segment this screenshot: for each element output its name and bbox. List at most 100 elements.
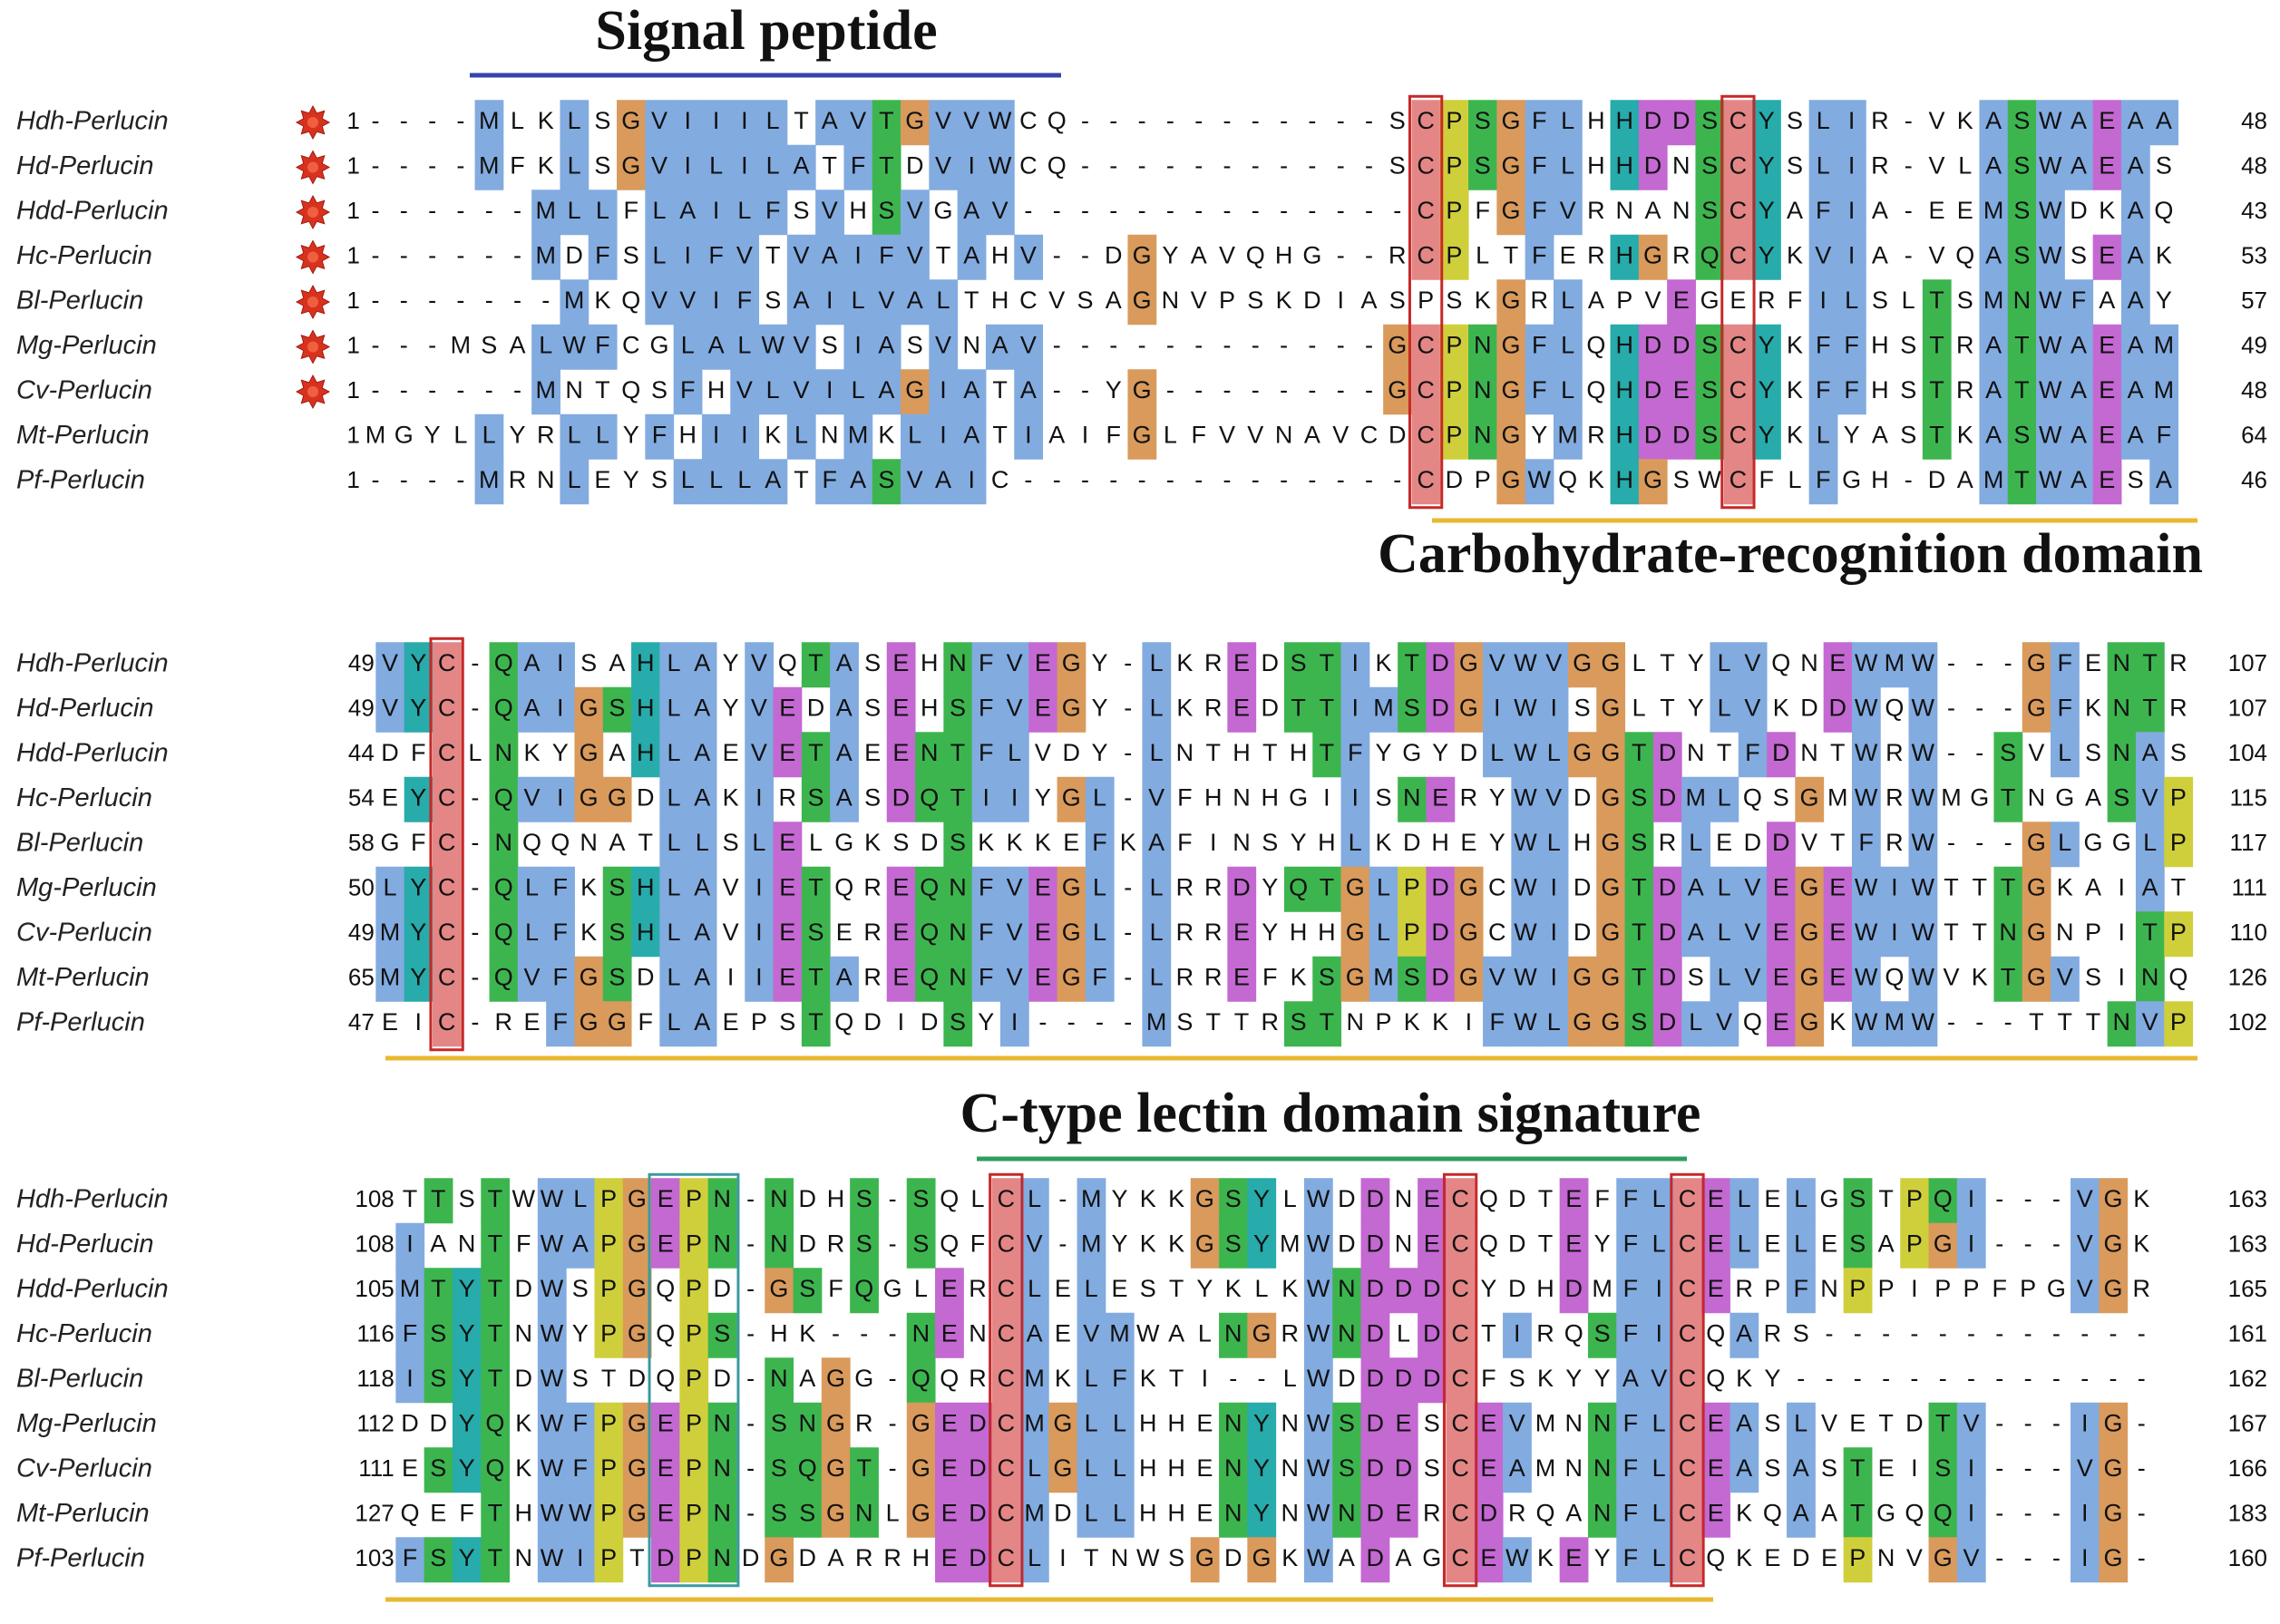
residue-highlight (537, 1402, 567, 1448)
residue-highlight (991, 1537, 1021, 1583)
residue-highlight (1900, 1178, 1930, 1224)
residue-highlight (1446, 1492, 1476, 1538)
residue-highlight (424, 1312, 453, 1358)
residue-highlight (1219, 1492, 1248, 1538)
residue-highlight (1667, 413, 1696, 460)
residue-highlight (602, 956, 632, 1002)
residue-highlight (1723, 324, 1753, 370)
residue-highlight (622, 1492, 652, 1538)
residue-highlight (929, 324, 959, 370)
residue-highlight (2036, 369, 2065, 415)
residue-highlight (1851, 642, 1881, 688)
residue-highlight (1340, 732, 1370, 778)
residue-highlight (1900, 1222, 1930, 1269)
residue-highlight (1127, 234, 1157, 280)
residue-highlight (1360, 1537, 1390, 1583)
residue-highlight (1019, 1492, 1049, 1538)
sequence: ------MDFSLIFVTVAIFVTAHV--DGYAVQHG--RCPL… (372, 242, 2172, 269)
residue-highlight (850, 1222, 879, 1269)
residue-highlight (1303, 1222, 1333, 1269)
residue-highlight (1283, 866, 1313, 912)
start-position: 1 (346, 331, 359, 358)
residue-highlight (1729, 1447, 1759, 1493)
residue-highlight (1672, 1268, 1702, 1314)
residue-highlight (1503, 1447, 1532, 1493)
residue-highlight (707, 1402, 737, 1448)
residue-highlight (957, 100, 987, 146)
residue-highlight (985, 144, 1015, 190)
residue-highlight (1553, 324, 1583, 370)
residue-highlight (1644, 1357, 1674, 1404)
start-position: 1 (346, 107, 359, 134)
residue-highlight (645, 234, 675, 280)
residue-highlight (1398, 911, 1427, 958)
end-position: 167 (2228, 1409, 2267, 1436)
end-position: 160 (2228, 1544, 2267, 1571)
residue-highlight (622, 1268, 652, 1314)
residue-highlight (687, 911, 717, 958)
residue-highlight (481, 1402, 511, 1448)
residue-highlight (1723, 190, 1753, 236)
sequence: MYC-QLFKSHLAVIESEREQNFVEGL-LRREYHHGLPDGC… (380, 919, 2187, 946)
residue-highlight (1979, 144, 2009, 190)
residue-highlight (1993, 956, 2023, 1002)
residue-highlight (1411, 100, 1441, 146)
residue-highlight (1956, 1402, 1986, 1448)
start-position: 103 (355, 1544, 394, 1571)
residue-highlight (1439, 144, 1469, 190)
residue-highlight (594, 1537, 624, 1583)
residue-highlight (1360, 1492, 1390, 1538)
residue-highlight (1701, 1492, 1730, 1538)
residue-highlight (765, 1402, 794, 1448)
residue-highlight (929, 459, 959, 505)
residue-highlight (1837, 234, 1866, 280)
residue-highlight (452, 1402, 482, 1448)
residue-highlight (1880, 642, 1910, 688)
residue-highlight (424, 1178, 453, 1224)
residue-highlight (901, 413, 930, 460)
residue-highlight (730, 369, 760, 415)
residue-highlight (1303, 1357, 1333, 1404)
residue-highlight (1019, 1447, 1049, 1493)
marker-star-center (307, 341, 318, 353)
residue-highlight (971, 732, 1001, 778)
residue-highlight (2007, 413, 2037, 460)
residue-highlight (1837, 144, 1866, 190)
residue-highlight (1454, 911, 1484, 958)
cysteine-box (1670, 1172, 1705, 1588)
residue-highlight (1928, 1402, 1958, 1448)
residue-highlight (999, 956, 1029, 1002)
residue-highlight (1752, 413, 1781, 460)
residue-highlight (929, 144, 959, 190)
residue-highlight (971, 911, 1001, 958)
residue-highlight (1525, 190, 1554, 236)
start-position: 50 (348, 873, 375, 900)
residue-highlight (452, 1537, 482, 1583)
residue-highlight (1411, 459, 1441, 505)
residue-highlight (432, 776, 462, 822)
residue-highlight (991, 1357, 1021, 1404)
residue-highlight (1587, 1402, 1617, 1448)
residue-highlight (2135, 686, 2165, 733)
residue-highlight (1710, 642, 1739, 688)
residue-highlight (1388, 1402, 1418, 1448)
residue-highlight (602, 686, 632, 733)
residue-highlight (1553, 190, 1583, 236)
start-position: 1 (346, 421, 359, 448)
residue-highlight (1057, 776, 1086, 822)
residue-highlight (1227, 686, 1257, 733)
start-position: 108 (355, 1230, 394, 1257)
residue-highlight (929, 279, 959, 326)
residue-highlight (560, 413, 589, 460)
residue-highlight (2099, 1268, 2129, 1314)
residue-highlight (1752, 100, 1781, 146)
residue-highlight (1426, 776, 1456, 822)
residue-highlight (1567, 732, 1597, 778)
sequence: EYC-QVIGGDLAKIRSASDQTIIYGL-VFHNHGIISNERY… (382, 784, 2187, 812)
residue-highlight (1142, 776, 1172, 822)
residue-highlight (1701, 1447, 1730, 1493)
residue-highlight (1808, 144, 1838, 190)
residue-highlight (745, 686, 775, 733)
residue-highlight (2036, 459, 2065, 505)
residue-highlight (2007, 324, 2037, 370)
